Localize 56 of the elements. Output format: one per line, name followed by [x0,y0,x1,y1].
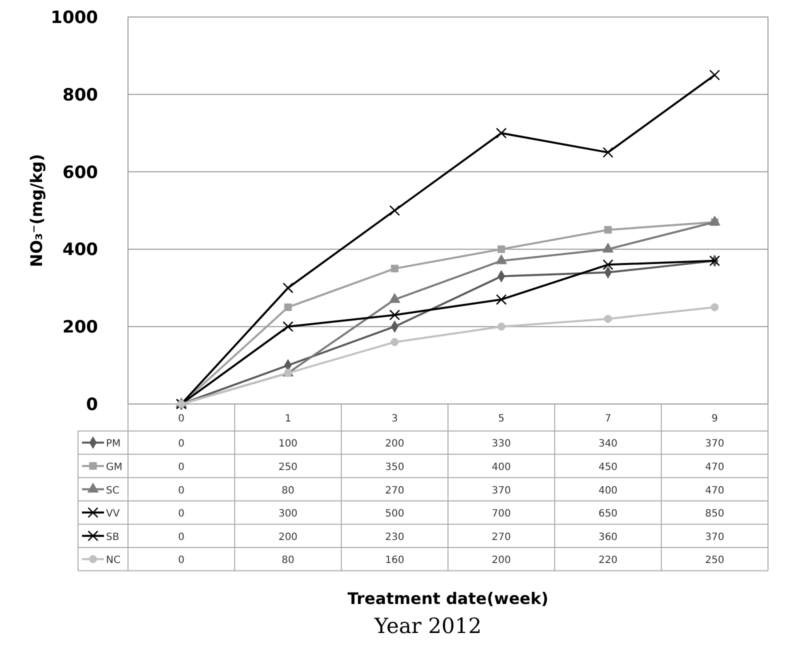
data-label: 200 [492,555,511,566]
data-label: 200 [278,532,298,543]
data-label: 470 [705,485,724,496]
text: Year 2012 [373,614,482,638]
data-label: 0 [178,508,185,520]
data-label: 100 [278,438,298,450]
data-label: 370 [705,532,724,543]
data-label: 500 [385,508,404,520]
data-label: 0 [178,462,185,473]
text: Treatment date(week) [348,588,548,608]
legend-label: SB [106,532,120,543]
data-label: 350 [385,462,404,473]
data-label: 400 [492,462,511,473]
x-tick-label: 0 [178,414,185,424]
legend-label: PM [106,438,121,450]
data-label: 250 [705,555,724,566]
data-label: 270 [492,532,511,543]
data-label: 370 [492,485,511,496]
data-label: 300 [278,508,298,520]
y-tick-label: 400 [62,240,98,260]
legend-label: GM [106,462,122,473]
data-label: 0 [178,438,185,450]
data-label: 80 [282,555,294,566]
x-tick-label: 7 [604,414,612,424]
legend-label: VV [106,508,120,520]
y-tick-label: 200 [62,318,98,338]
data-label: 220 [598,555,618,566]
x-tick-label: 1 [284,414,292,424]
data-label: 850 [705,508,724,520]
data-label: 700 [492,508,511,520]
y-axis-title: NO₃⁻(mg/kg) [27,154,46,268]
data-label: 470 [705,462,724,473]
y-tick-label: 800 [62,85,98,106]
data-label: 400 [598,485,618,496]
data-label: 230 [385,532,404,543]
data-label: 340 [598,438,618,450]
data-label: 0 [178,485,185,496]
data-label: 330 [492,438,511,450]
x-tick-label: 5 [498,414,505,424]
data-label: 250 [278,462,298,473]
y-tick-label: 600 [62,162,98,183]
data-label: 370 [705,438,724,450]
data-label: 0 [178,532,185,543]
legend-label: SC [106,485,120,496]
data-label: 80 [282,485,294,496]
data-label: 160 [385,555,404,566]
x-tick-label: 9 [711,414,718,424]
legend-label: NC [106,555,120,566]
data-label: 450 [598,462,618,473]
data-label: 650 [598,508,618,520]
x-tick-label: 3 [391,414,398,424]
data-label: 0 [178,555,185,566]
y-tick-label: 1000 [50,8,98,28]
data-label: 360 [598,532,618,543]
data-label: 200 [385,438,404,450]
data-label: 270 [385,485,404,496]
